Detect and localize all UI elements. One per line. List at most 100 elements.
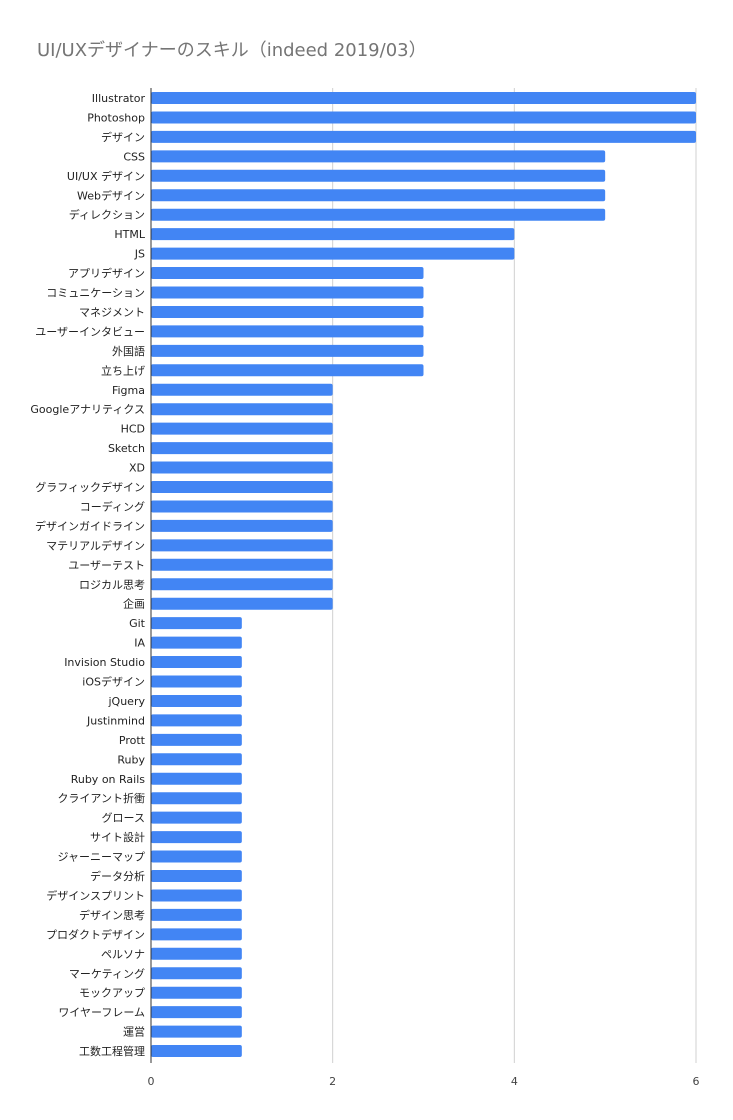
category-label: ユーザーテスト [68,559,145,572]
category-label: 外国語 [112,344,145,358]
bar [151,928,242,941]
category-label: UI/UX デザイン [67,169,145,183]
category-label: 企画 [123,597,145,611]
category-label: Invision Studio [64,656,145,669]
category-label: サイト設計 [90,830,145,844]
category-label: 立ち上げ [101,363,145,377]
category-label: Prott [119,734,146,747]
bar [151,1025,242,1038]
category-label: ジャーニーマップ [58,851,145,864]
category-label: ディレクション [69,208,145,222]
category-label: グロース [102,811,145,825]
bar [151,422,333,435]
bar [151,753,242,766]
bar-layer [151,92,696,1058]
category-label: Ruby on Rails [71,773,146,786]
bar [151,714,242,727]
category-label: ユーザーインタビュー [35,325,145,338]
x-tick-label: 4 [511,1075,518,1088]
category-label: アプリデザイン [68,266,145,280]
bar [151,461,333,474]
x-tick-label: 2 [329,1075,336,1088]
category-label: デザインスプリント [46,888,145,902]
category-label: コミュニケーション [46,287,145,300]
bar [151,286,424,299]
bar [151,558,333,571]
category-label: HCD [121,423,145,436]
category-label: ワイヤーフレーム [58,1006,145,1019]
bar [151,539,333,552]
bar [151,189,606,202]
category-label: Git [129,617,146,630]
category-label: JS [134,248,145,261]
category-label: jQuery [108,695,146,708]
category-label: デザイン [101,130,145,144]
bar [151,772,242,785]
category-label: グラフィックデザイン [35,480,145,494]
category-label: Illustrator [92,92,146,105]
bar [151,481,333,493]
bar [151,442,333,455]
category-label: プロダクトデザイン [46,927,145,941]
category-label: Justinmind [86,714,145,727]
category-label: マネジメント [79,306,145,319]
category-label: データ分析 [90,869,145,883]
bar [151,325,424,338]
bar [151,597,333,610]
category-label: マーケティング [69,966,145,980]
category-label: 工数工程管理 [79,1044,145,1058]
category-label: IA [134,637,145,650]
category-label: XD [129,462,145,475]
bar [151,694,242,707]
bar [151,656,242,669]
x-tick-layer: 0 2 4 6 [148,1075,700,1088]
category-label: Ruby [117,753,145,766]
bar [151,247,515,260]
bar [151,1006,242,1019]
category-label: ペルソナ [101,948,145,961]
category-label: コーディング [80,499,145,513]
bar [151,889,242,902]
bar [151,228,515,241]
bar [151,92,696,104]
bar [151,792,242,805]
category-label: Webデザイン [77,188,145,202]
category-label: マテリアルデザイン [46,538,145,552]
category-label: クライアント折衝 [57,791,145,805]
category-label: モックアップ [79,987,145,1000]
bar [151,364,424,377]
bar [151,111,696,124]
category-label: デザインガイドライン [35,519,145,533]
chart-title: UI/UXデザイナーのスキル（indeed 2019/03） [37,40,427,61]
bar [151,675,242,688]
bar [151,150,606,163]
category-label: デザイン思考 [79,908,145,922]
bar [151,130,696,143]
bar [151,208,606,221]
category-label: Sketch [108,442,145,455]
category-label: Figma [112,384,145,397]
bar [151,519,333,532]
bar [151,908,242,921]
category-label: 運営 [123,1025,145,1039]
bar [151,500,333,513]
bar [151,578,333,591]
bar [151,967,242,980]
bar [151,617,242,630]
bar [151,267,424,280]
bar [151,305,424,318]
bar [151,870,242,882]
bar [151,850,242,863]
bar [151,831,242,844]
category-label: ロジカル思考 [79,578,145,591]
bar [151,169,606,182]
x-tick-label: 0 [148,1075,155,1088]
bar [151,403,333,416]
bar [151,733,242,746]
bar [151,383,333,396]
category-label: iOSデザイン [82,675,145,689]
category-label: HTML [114,228,145,241]
category-label: Googleアナリティクス [30,403,145,416]
category-label: Photoshop [87,111,145,124]
